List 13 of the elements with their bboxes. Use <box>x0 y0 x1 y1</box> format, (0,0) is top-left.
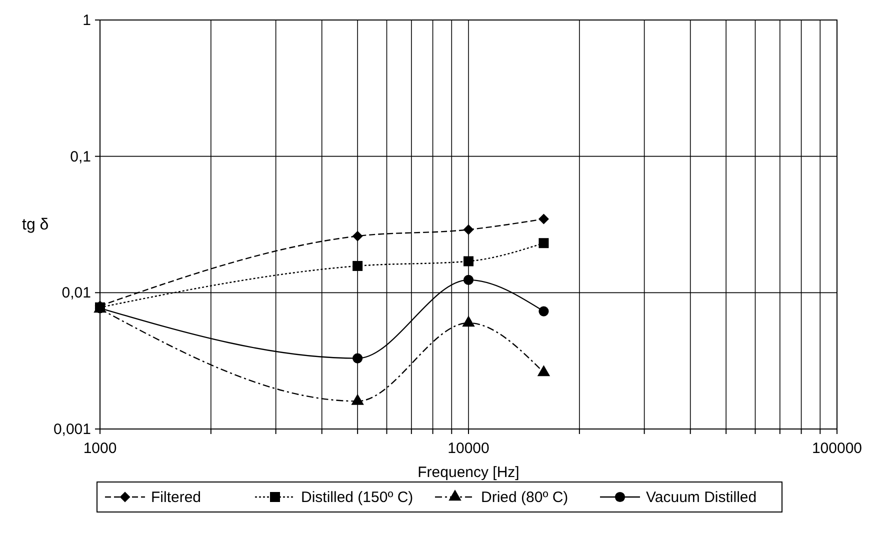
y-tick-label: 1 <box>82 12 91 29</box>
y-tick-label: 0,01 <box>62 284 91 302</box>
x-tick-label: 1000 <box>83 440 117 457</box>
legend-label: Vacuum Distilled <box>646 489 757 506</box>
y-tick-label: 0,1 <box>70 148 91 166</box>
legend-label: Filtered <box>151 489 202 506</box>
x-axis-title: Frequency [Hz] <box>418 464 520 481</box>
y-axis-title: tg δ <box>22 216 49 234</box>
x-tick-label: 10000 <box>448 440 490 457</box>
legend-label: Dried (80º C) <box>481 489 568 506</box>
legend-label: Distilled (150º C) <box>301 489 414 506</box>
x-tick-label: 100000 <box>812 440 862 457</box>
y-tick-label: 0,001 <box>53 421 91 438</box>
